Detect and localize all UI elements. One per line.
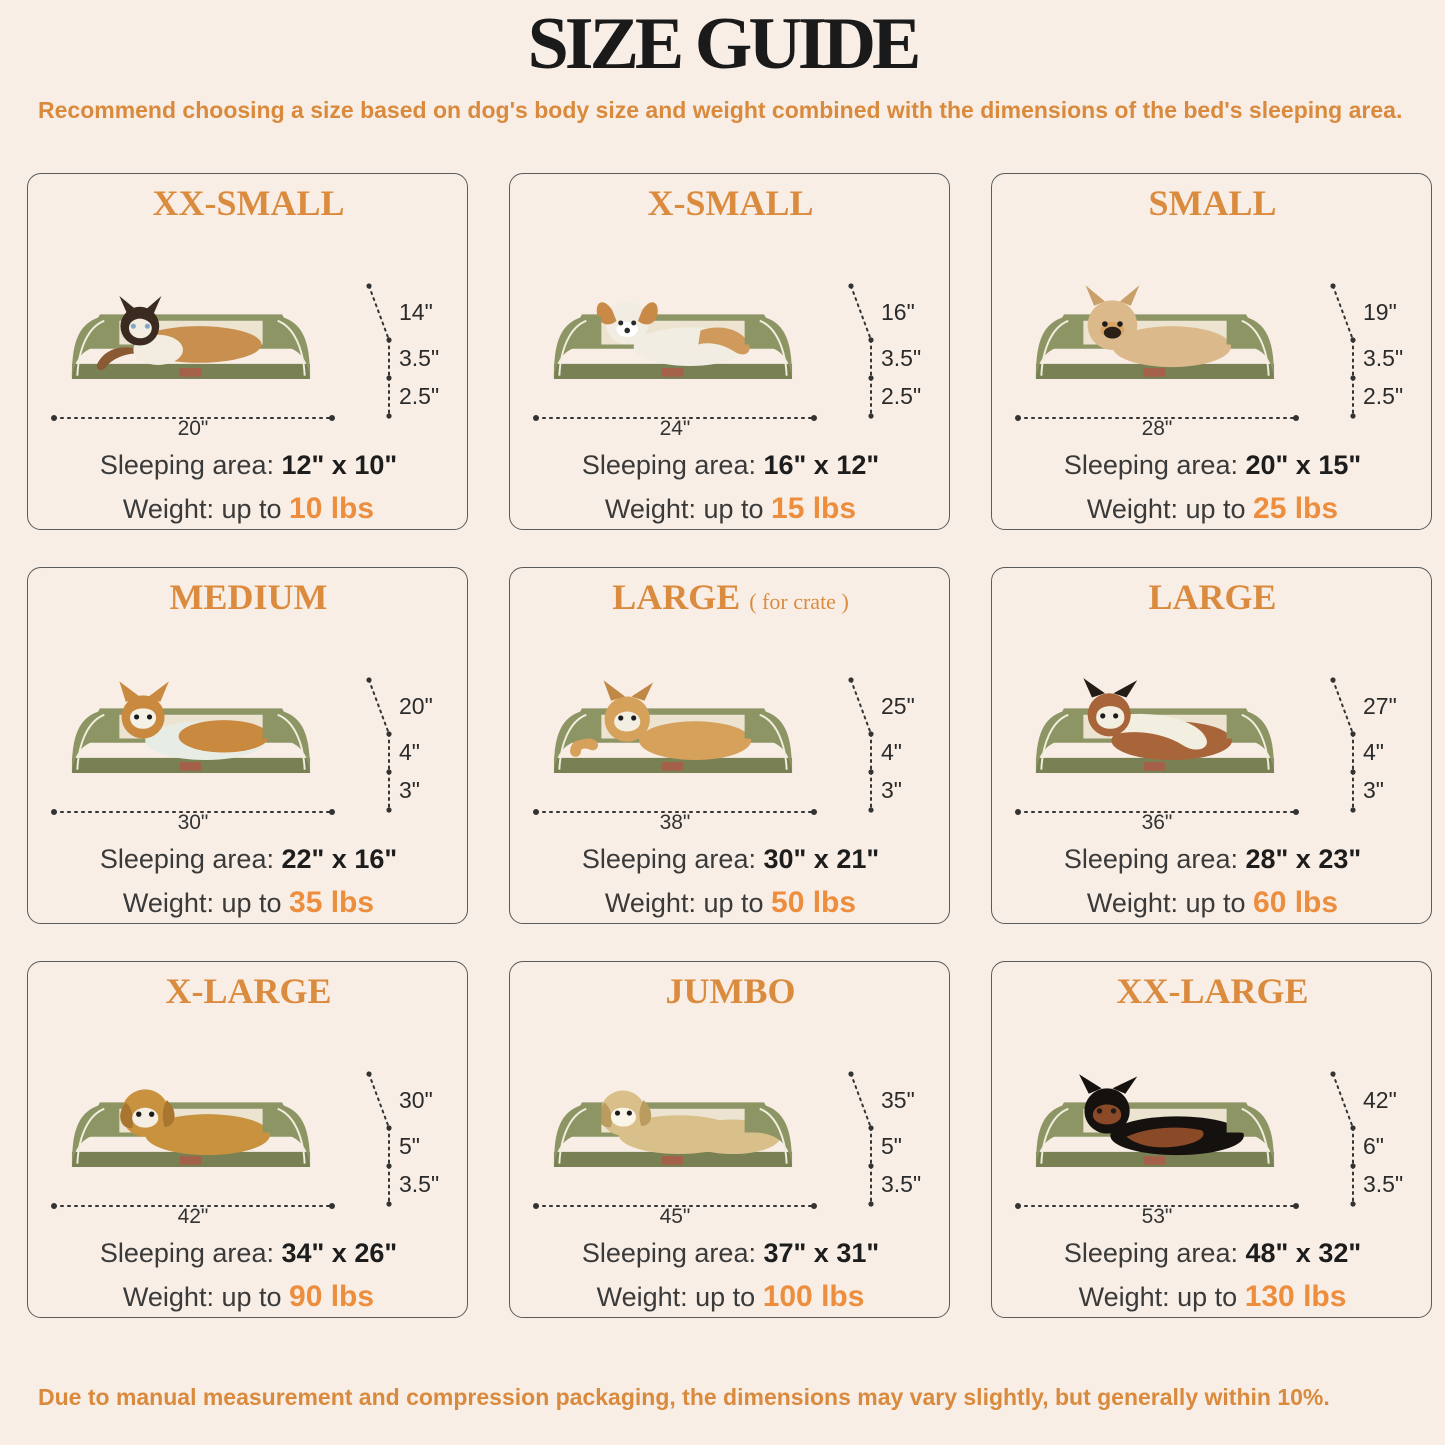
- svg-text:4": 4": [399, 739, 420, 765]
- svg-text:6": 6": [1363, 1133, 1384, 1159]
- svg-text:3.5": 3.5": [1363, 345, 1403, 371]
- svg-text:3.5": 3.5": [881, 345, 921, 371]
- svg-text:3.5": 3.5": [881, 1171, 921, 1197]
- svg-text:3": 3": [1363, 777, 1384, 803]
- svg-text:4": 4": [1363, 739, 1384, 765]
- svg-text:2.5": 2.5": [399, 383, 439, 409]
- svg-text:4": 4": [881, 739, 902, 765]
- svg-text:42": 42": [1363, 1087, 1397, 1113]
- svg-text:3": 3": [399, 777, 420, 803]
- svg-text:14": 14": [399, 299, 433, 325]
- svg-text:5": 5": [399, 1133, 420, 1159]
- svg-text:2.5": 2.5": [881, 383, 921, 409]
- svg-text:30": 30": [399, 1087, 433, 1113]
- svg-text:3.5": 3.5": [1363, 1171, 1403, 1197]
- svg-text:35": 35": [881, 1087, 915, 1113]
- svg-text:3.5": 3.5": [399, 1171, 439, 1197]
- svg-text:25": 25": [881, 693, 915, 719]
- svg-text:16": 16": [881, 299, 915, 325]
- svg-text:27": 27": [1363, 693, 1397, 719]
- svg-text:5": 5": [881, 1133, 902, 1159]
- svg-text:2.5": 2.5": [1363, 383, 1403, 409]
- svg-text:19": 19": [1363, 299, 1397, 325]
- svg-text:20": 20": [399, 693, 433, 719]
- svg-text:3.5": 3.5": [399, 345, 439, 371]
- svg-text:3": 3": [881, 777, 902, 803]
